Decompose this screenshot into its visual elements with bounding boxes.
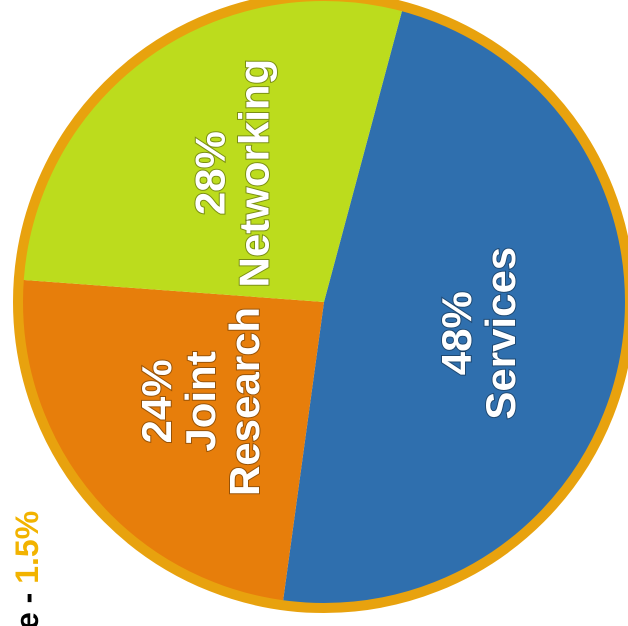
slice-name-1-1: Joint xyxy=(177,351,224,451)
slice-percent-2: 28% xyxy=(186,131,233,215)
slice-label-1: 24%JointResearch xyxy=(133,307,268,496)
side-note-value: 1.5% xyxy=(9,511,45,584)
side-note: e - 1.5% xyxy=(9,511,45,626)
pie-border xyxy=(13,0,628,613)
slice-name-1-2: Research xyxy=(221,307,268,496)
side-note-text: e - xyxy=(9,584,45,626)
slice-label-2: 28%Networking xyxy=(186,59,277,288)
slice-name-0-1: Services xyxy=(477,247,524,420)
pie-slice-0 xyxy=(282,8,628,606)
slice-percent-1: 24% xyxy=(133,359,180,443)
pie-slice-1 xyxy=(19,279,325,604)
slice-name-2-1: Networking xyxy=(230,59,277,288)
pie-slice-2 xyxy=(20,0,403,302)
slice-label-0: 48%Services xyxy=(433,247,524,420)
slice-percent-0: 48% xyxy=(433,291,480,375)
